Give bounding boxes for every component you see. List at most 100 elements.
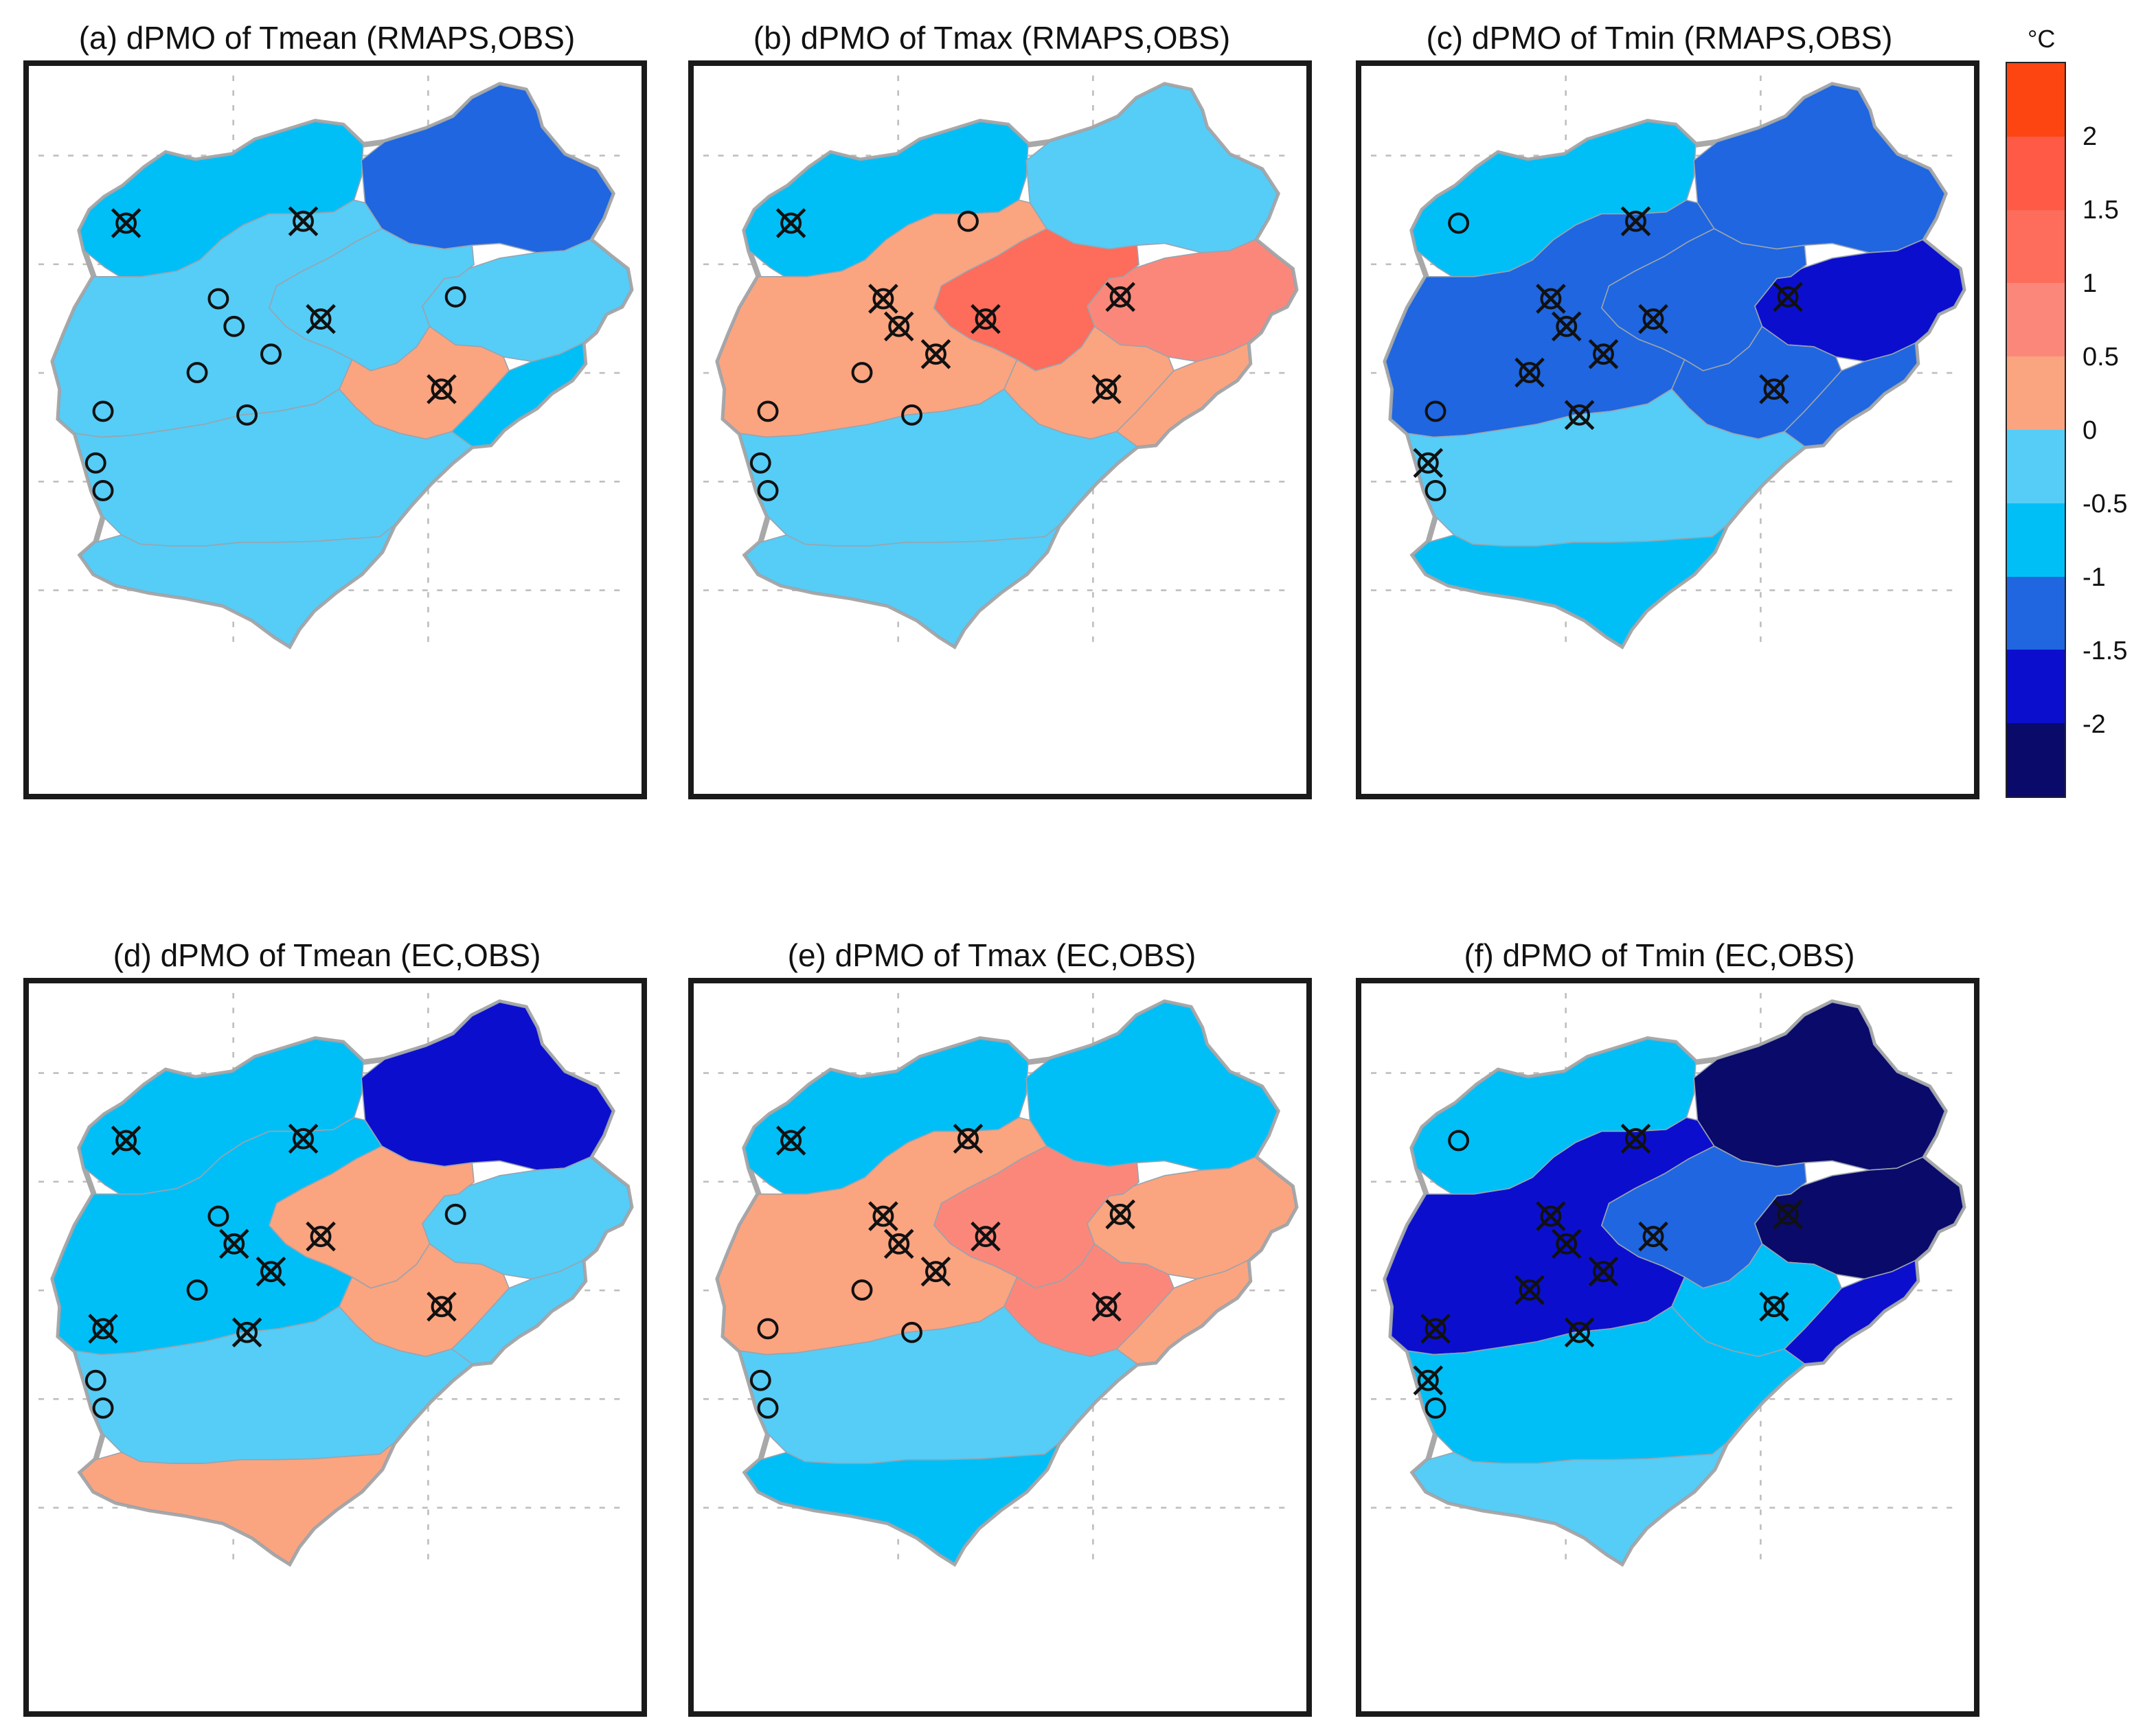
region-ne [1025, 84, 1278, 253]
station-marker-cross [1759, 1291, 1789, 1322]
station-cross-line [1514, 1275, 1545, 1305]
station-cross-line [306, 1221, 336, 1252]
station-cross-line [1551, 1229, 1582, 1259]
station-marker-cross [1759, 374, 1789, 404]
station-marker-cross [218, 1229, 249, 1259]
station-cross-line [218, 1229, 249, 1259]
station-marker-cross [920, 1256, 951, 1287]
station-marker-circle [207, 288, 229, 310]
station-circle [186, 1279, 208, 1301]
station-cross-line [1413, 448, 1444, 478]
station-circle [431, 1296, 453, 1318]
station-cross-line [920, 339, 951, 369]
region-ce [1115, 1259, 1251, 1364]
station-circle [780, 212, 802, 234]
station-marker-cross [288, 206, 319, 237]
colorbar-unit: °C [2028, 25, 2056, 53]
station-cross-line [1759, 374, 1789, 404]
station-circle [888, 1233, 910, 1255]
station-marker-cross [111, 208, 141, 238]
region-ce [1783, 342, 1918, 447]
station-marker-circle [1425, 400, 1446, 422]
station-circle [1593, 343, 1614, 365]
station-marker-circle [749, 452, 771, 474]
station-circle [1540, 288, 1562, 310]
station-circle [1109, 286, 1131, 308]
station-marker-circle [901, 1321, 923, 1343]
station-circle [1448, 1130, 1470, 1152]
station-marker-cross [1620, 206, 1651, 237]
station-circle [92, 400, 114, 422]
station-circle [1109, 1203, 1131, 1225]
station-marker-circle [92, 1397, 114, 1419]
station-circle [1777, 1203, 1799, 1225]
station-circle [92, 1318, 114, 1340]
station-marker-cross [306, 304, 336, 334]
station-circle [757, 400, 779, 422]
station-marker-circle [260, 343, 282, 365]
region-s [745, 525, 1059, 647]
map-group [1371, 993, 1966, 1567]
station-circle [84, 1369, 106, 1391]
region-ne [1693, 84, 1946, 253]
station-marker-cross [88, 1314, 118, 1344]
station-marker-circle [901, 404, 923, 426]
station-marker-cross [1091, 374, 1122, 404]
colorbar-segment [2007, 650, 2065, 724]
station-circle [957, 1128, 979, 1150]
station-circle [1625, 1128, 1646, 1150]
station-marker-circle [851, 362, 873, 383]
station-marker-circle [1425, 480, 1446, 501]
station-marker-circle [84, 452, 106, 474]
station-circle [1417, 452, 1439, 474]
station-marker-cross [971, 1221, 1001, 1252]
station-circle [92, 1397, 114, 1419]
station-circle [975, 308, 997, 330]
station-marker-circle [92, 400, 114, 422]
station-cross-line [1091, 1291, 1122, 1322]
station-marker-cross [1536, 284, 1566, 314]
station-cross-line [306, 304, 336, 334]
station-marker-circle [957, 210, 979, 232]
station-marker-cross [1638, 304, 1668, 334]
colorbar-tick-label: 2 [2082, 122, 2098, 151]
colorbar-segment [2007, 136, 2065, 211]
colorbar-segment [2007, 723, 2065, 797]
station-circle [1642, 1226, 1664, 1248]
region-ce [1115, 342, 1251, 447]
station-circle [186, 362, 208, 383]
station-cross-line [1773, 1199, 1803, 1230]
station-circle [310, 1226, 332, 1248]
station-marker-circle [1448, 212, 1470, 234]
station-circle [851, 1279, 873, 1301]
station-marker-circle [1425, 1397, 1446, 1419]
station-circle [236, 1321, 258, 1343]
station-cross-line [1564, 1317, 1595, 1348]
panel-a-title: (a) dPMO of Tmean (RMAPS,OBS) [78, 20, 576, 56]
station-cross-line [775, 208, 806, 238]
station-cross-line [427, 374, 457, 404]
station-circle [1519, 362, 1541, 383]
region-ne [361, 84, 613, 253]
region-ce [451, 1259, 586, 1364]
station-marker-cross [427, 1291, 457, 1322]
station-circle [1425, 480, 1446, 501]
station-circle [872, 288, 894, 310]
station-cross-line [288, 1123, 319, 1154]
station-circle [1425, 1397, 1446, 1419]
map-svg-c [1371, 76, 1966, 650]
station-marker-cross [775, 208, 806, 238]
colorbar [2006, 62, 2066, 798]
station-marker-cross [1091, 1291, 1122, 1322]
panel-b-title: (b) dPMO of Tmax (RMAPS,OBS) [753, 20, 1231, 56]
station-marker-cross [427, 374, 457, 404]
station-circle [1625, 210, 1646, 232]
map-group [703, 76, 1299, 650]
station-marker-cross [1413, 1365, 1444, 1395]
station-cross-line [883, 311, 914, 342]
station-circle [901, 1321, 923, 1343]
station-cross-line [1420, 1314, 1451, 1344]
station-marker-circle [1448, 1130, 1470, 1152]
map-panel-b [688, 60, 1312, 799]
station-cross-line [775, 1126, 806, 1156]
